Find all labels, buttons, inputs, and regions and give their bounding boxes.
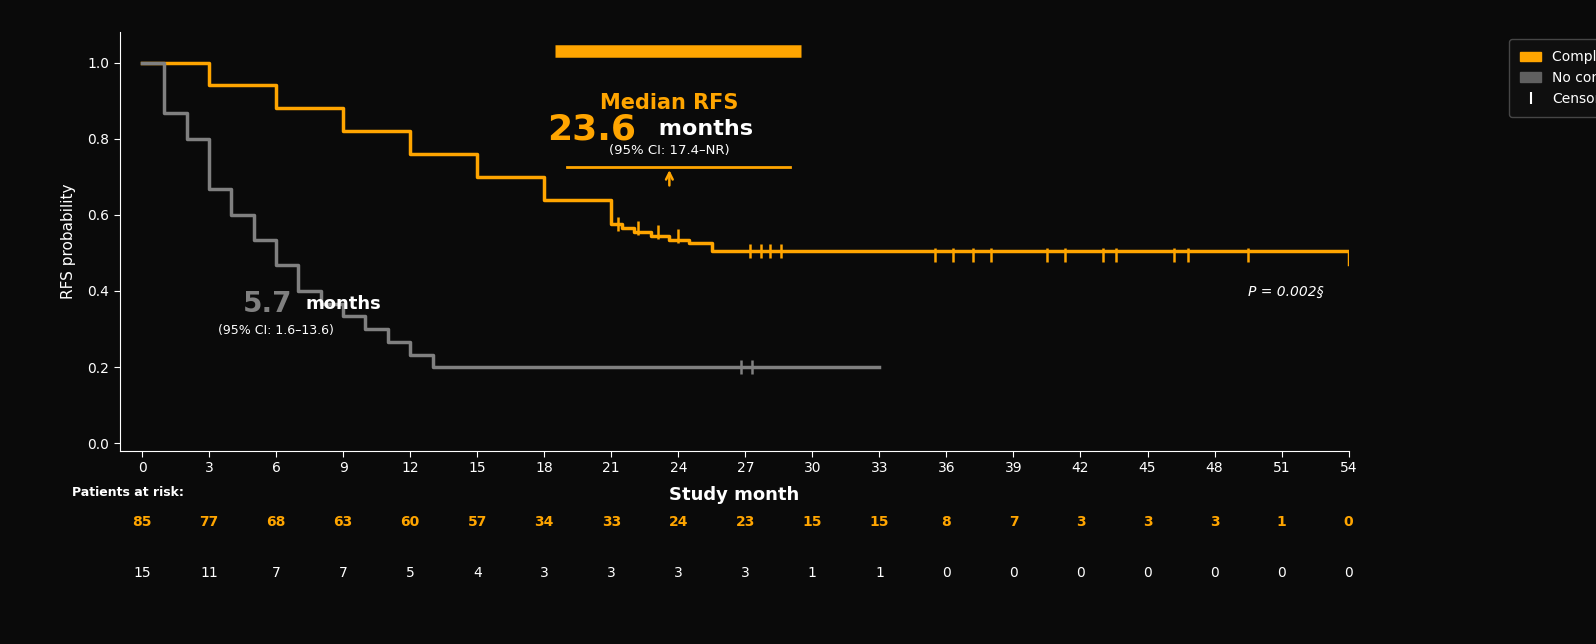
Text: months: months — [305, 296, 381, 313]
Text: 3: 3 — [674, 566, 683, 580]
Text: 3: 3 — [1143, 515, 1152, 529]
Text: 15: 15 — [870, 515, 889, 529]
Text: 1: 1 — [1277, 515, 1286, 529]
Text: 77: 77 — [200, 515, 219, 529]
Text: 0: 0 — [1277, 566, 1286, 580]
Text: 0: 0 — [1344, 566, 1353, 580]
Text: 11: 11 — [200, 566, 219, 580]
Text: (95% CI: 1.6–13.6): (95% CI: 1.6–13.6) — [219, 325, 334, 337]
Text: 5: 5 — [405, 566, 415, 580]
Text: 0: 0 — [942, 566, 951, 580]
Text: months: months — [651, 119, 753, 139]
Text: 3: 3 — [539, 566, 549, 580]
Text: 7: 7 — [1009, 515, 1018, 529]
Text: 1: 1 — [808, 566, 817, 580]
Text: 5.7: 5.7 — [243, 290, 292, 318]
Text: 7: 7 — [271, 566, 281, 580]
Text: 24: 24 — [669, 515, 688, 529]
Text: 1: 1 — [875, 566, 884, 580]
Text: 0: 0 — [1210, 566, 1219, 580]
Text: 33: 33 — [602, 515, 621, 529]
Legend: Complete MRD response (n=85), No complete MRD response (n=15), Censored: Complete MRD response (n=85), No complet… — [1510, 39, 1596, 117]
Text: 3: 3 — [741, 566, 750, 580]
Text: 0: 0 — [1143, 566, 1152, 580]
Text: Patients at risk:: Patients at risk: — [72, 486, 184, 499]
Y-axis label: RFS probability: RFS probability — [61, 184, 77, 299]
Text: 3: 3 — [1076, 515, 1085, 529]
Text: (95% CI: 17.4–NR): (95% CI: 17.4–NR) — [610, 144, 729, 156]
Text: 60: 60 — [401, 515, 420, 529]
Text: 0: 0 — [1009, 566, 1018, 580]
Text: 34: 34 — [535, 515, 554, 529]
Text: 63: 63 — [334, 515, 353, 529]
Text: 0: 0 — [1344, 515, 1353, 529]
Text: 3: 3 — [1210, 515, 1219, 529]
Text: 23.6: 23.6 — [547, 112, 635, 146]
Text: 8: 8 — [942, 515, 951, 529]
Text: 4: 4 — [472, 566, 482, 580]
Text: P = 0.002§: P = 0.002§ — [1248, 285, 1325, 299]
X-axis label: Study month: Study month — [669, 486, 800, 504]
Text: 0: 0 — [1076, 566, 1085, 580]
Text: 3: 3 — [606, 566, 616, 580]
Text: 7: 7 — [338, 566, 348, 580]
Text: 57: 57 — [468, 515, 487, 529]
Text: 85: 85 — [132, 515, 152, 529]
Text: 15: 15 — [803, 515, 822, 529]
Text: 68: 68 — [267, 515, 286, 529]
Text: 15: 15 — [132, 566, 152, 580]
Text: Median RFS: Median RFS — [600, 93, 739, 113]
Text: 23: 23 — [736, 515, 755, 529]
